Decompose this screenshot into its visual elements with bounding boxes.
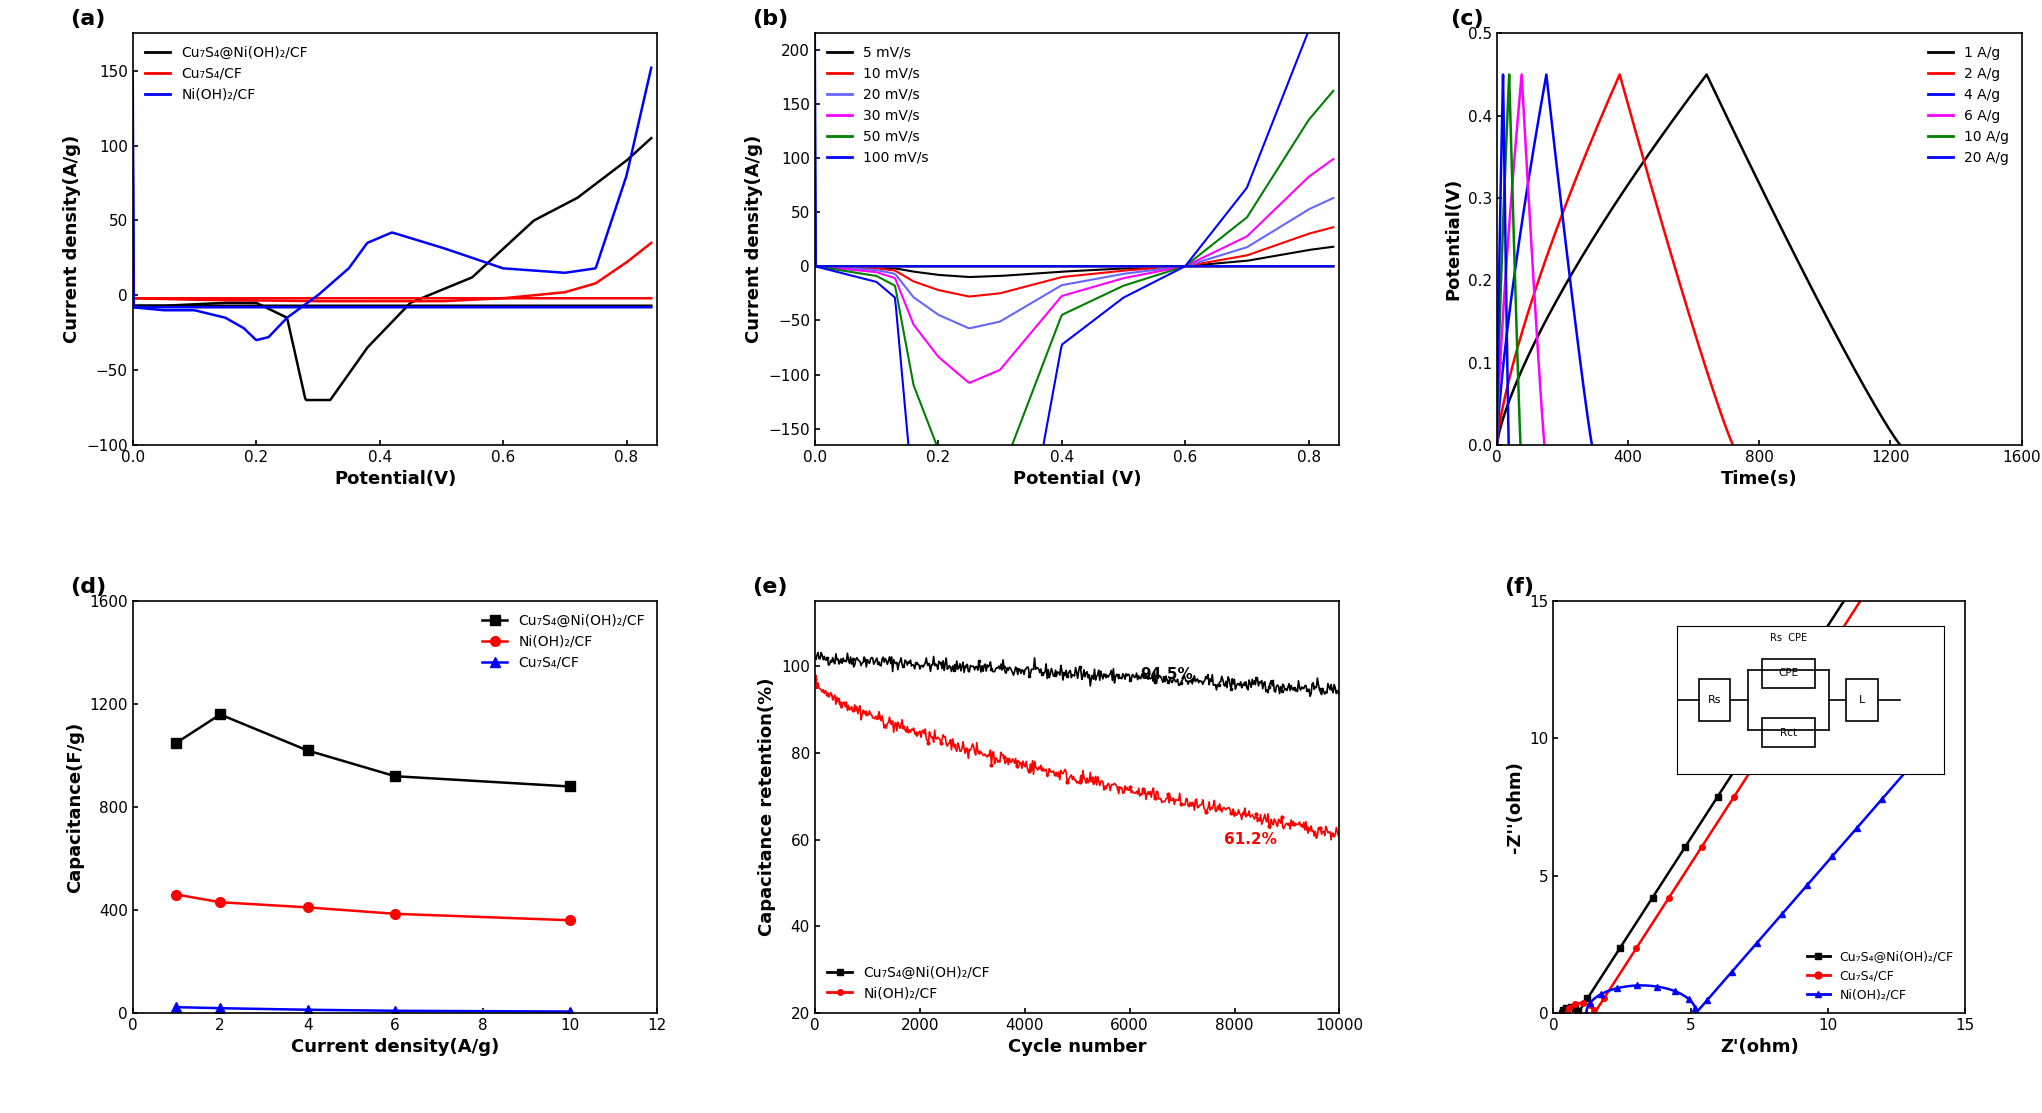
Y-axis label: Current density(A/g): Current density(A/g) [63,135,82,343]
Ni(OH)₂/CF [296,900,321,914]
Text: (d): (d) [69,577,106,597]
Legend: 1 A/g, 2 A/g, 4 A/g, 6 A/g, 10 A/g, 20 A/g: 1 A/g, 2 A/g, 4 A/g, 6 A/g, 10 A/g, 20 A… [1922,40,2015,170]
X-axis label: Z'(ohm): Z'(ohm) [1719,1038,1799,1056]
Cu₇S₄@Ni(OH)₂/CF [382,769,406,782]
Cu₇S₄/CF [296,1003,321,1016]
Cu₇S₄/CF [557,1005,582,1018]
Y-axis label: -Z''(ohm): -Z''(ohm) [1505,761,1523,853]
Legend: Cu₇S₄@Ni(OH)₂/CF, Cu₇S₄/CF, Ni(OH)₂/CF: Cu₇S₄@Ni(OH)₂/CF, Cu₇S₄/CF, Ni(OH)₂/CF [1803,945,1958,1006]
X-axis label: Current density(A/g): Current density(A/g) [290,1038,498,1056]
Line: Ni(OH)₂/CF: Ni(OH)₂/CF [172,889,576,925]
Text: (b): (b) [751,9,788,29]
Ni(OH)₂/CF [163,888,188,902]
Cu₇S₄@Ni(OH)₂/CF [557,780,582,794]
Line: Cu₇S₄/CF: Cu₇S₄/CF [172,1003,576,1016]
Y-axis label: Potential(V): Potential(V) [1444,178,1462,301]
Ni(OH)₂/CF [208,896,233,909]
Y-axis label: Current density(A/g): Current density(A/g) [745,135,764,343]
Legend: 5 mV/s, 10 mV/s, 20 mV/s, 30 mV/s, 50 mV/s, 100 mV/s: 5 mV/s, 10 mV/s, 20 mV/s, 30 mV/s, 50 mV… [821,40,935,170]
X-axis label: Potential(V): Potential(V) [335,471,455,489]
Legend: Cu₇S₄@Ni(OH)₂/CF, Ni(OH)₂/CF, Cu₇S₄/CF: Cu₇S₄@Ni(OH)₂/CF, Ni(OH)₂/CF, Cu₇S₄/CF [476,608,651,676]
Cu₇S₄/CF [382,1004,406,1017]
X-axis label: Cycle number: Cycle number [1009,1038,1146,1056]
Ni(OH)₂/CF [382,907,406,920]
Text: 94.5%: 94.5% [1139,668,1193,682]
Text: (a): (a) [69,9,104,29]
Cu₇S₄/CF [163,1001,188,1014]
Text: 61.2%: 61.2% [1223,831,1276,847]
Y-axis label: Capacitance(F/g): Capacitance(F/g) [65,721,84,893]
Cu₇S₄/CF [208,1002,233,1015]
Y-axis label: Capacitance retention(%): Capacitance retention(%) [758,678,776,936]
Ni(OH)₂/CF [557,914,582,927]
Cu₇S₄@Ni(OH)₂/CF [296,743,321,757]
Cu₇S₄@Ni(OH)₂/CF [208,708,233,721]
Text: (e): (e) [751,577,788,597]
X-axis label: Time(s): Time(s) [1721,471,1797,489]
Text: (f): (f) [1505,577,1534,597]
Cu₇S₄@Ni(OH)₂/CF [163,736,188,749]
Text: (c): (c) [1450,9,1482,29]
Line: Cu₇S₄@Ni(OH)₂/CF: Cu₇S₄@Ni(OH)₂/CF [172,710,576,791]
Legend: Cu₇S₄@Ni(OH)₂/CF, Cu₇S₄/CF, Ni(OH)₂/CF: Cu₇S₄@Ni(OH)₂/CF, Cu₇S₄/CF, Ni(OH)₂/CF [139,40,314,107]
Legend: Cu₇S₄@Ni(OH)₂/CF, Ni(OH)₂/CF: Cu₇S₄@Ni(OH)₂/CF, Ni(OH)₂/CF [821,959,996,1006]
X-axis label: Potential (V): Potential (V) [1013,471,1141,489]
